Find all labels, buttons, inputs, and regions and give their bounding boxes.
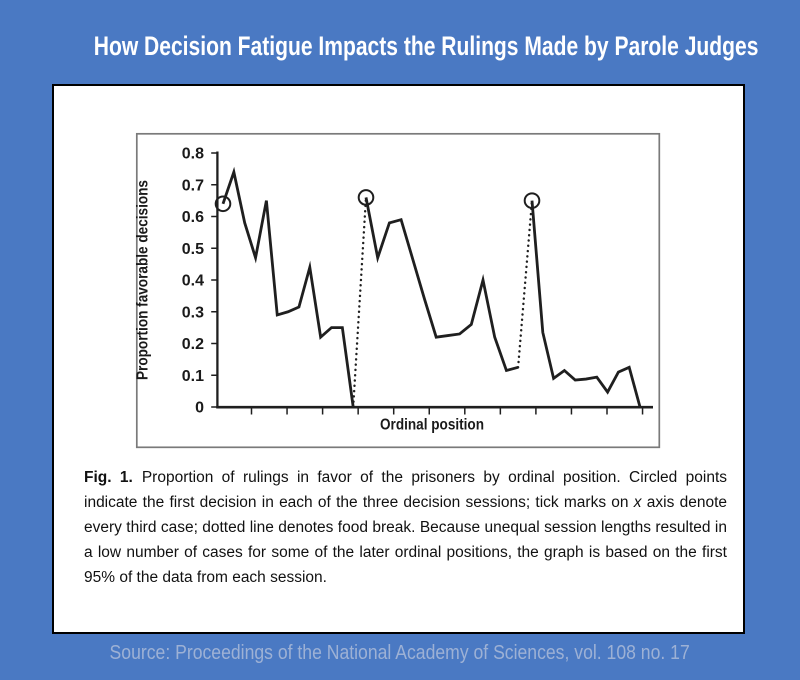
y-axis-title: Proportion favorable decisions xyxy=(135,180,152,380)
food-break-dotted-line xyxy=(352,196,368,409)
figure-caption: Fig. 1. Proportion of rulings in favor of… xyxy=(84,465,727,590)
session-line xyxy=(221,166,355,408)
session-start-circle xyxy=(523,192,541,209)
y-tick-label: 0.7 xyxy=(182,177,204,194)
y-tick-label: 0.5 xyxy=(182,241,204,258)
figure-caption-label: Fig. 1. xyxy=(84,469,133,486)
y-tick-label: 0.1 xyxy=(182,368,204,385)
plot-frame xyxy=(135,132,661,449)
decision-fatigue-chart: 0 0.1 0.2 0.3 0.4 0.5 0.6 0.7 0.8 Ordinal positio… xyxy=(134,131,664,451)
page-title: How Decision Fatigue Impacts the Rulings… xyxy=(0,26,800,63)
chart-svg: 0 0.1 0.2 0.3 0.4 0.5 0.6 0.7 0.8 Ordinal positio… xyxy=(135,132,661,449)
session-line xyxy=(364,197,519,373)
session-line xyxy=(530,200,642,408)
y-tick-label: 0.6 xyxy=(182,209,204,226)
source-attribution-text: Source: Proceedings of the National Acad… xyxy=(109,642,691,664)
figure-caption-text-1: Proportion of rulings in favor of the pr… xyxy=(84,469,727,511)
y-tick-label: 0 xyxy=(195,400,204,417)
food-break-dotted-line xyxy=(516,199,534,369)
figure-panel: 0 0.1 0.2 0.3 0.4 0.5 0.6 0.7 0.8 Ordinal positio… xyxy=(52,84,745,634)
page-title-text: How Decision Fatigue Impacts the Rulings… xyxy=(93,31,759,61)
x-axis-title: Ordinal position xyxy=(380,417,484,434)
figure-caption-x-variable: x xyxy=(633,494,642,511)
figure-caption-text-2: axis denote every third case; dotted lin… xyxy=(84,494,727,586)
y-tick-label: 0.3 xyxy=(182,304,204,321)
y-tick-label: 0.8 xyxy=(182,146,204,163)
source-attribution: Source: Proceedings of the National Acad… xyxy=(0,641,800,665)
session-start-circle xyxy=(357,189,375,206)
y-tick-label: 0.2 xyxy=(182,336,204,353)
session-start-circle xyxy=(214,195,232,213)
y-tick-label: 0.4 xyxy=(182,273,204,290)
